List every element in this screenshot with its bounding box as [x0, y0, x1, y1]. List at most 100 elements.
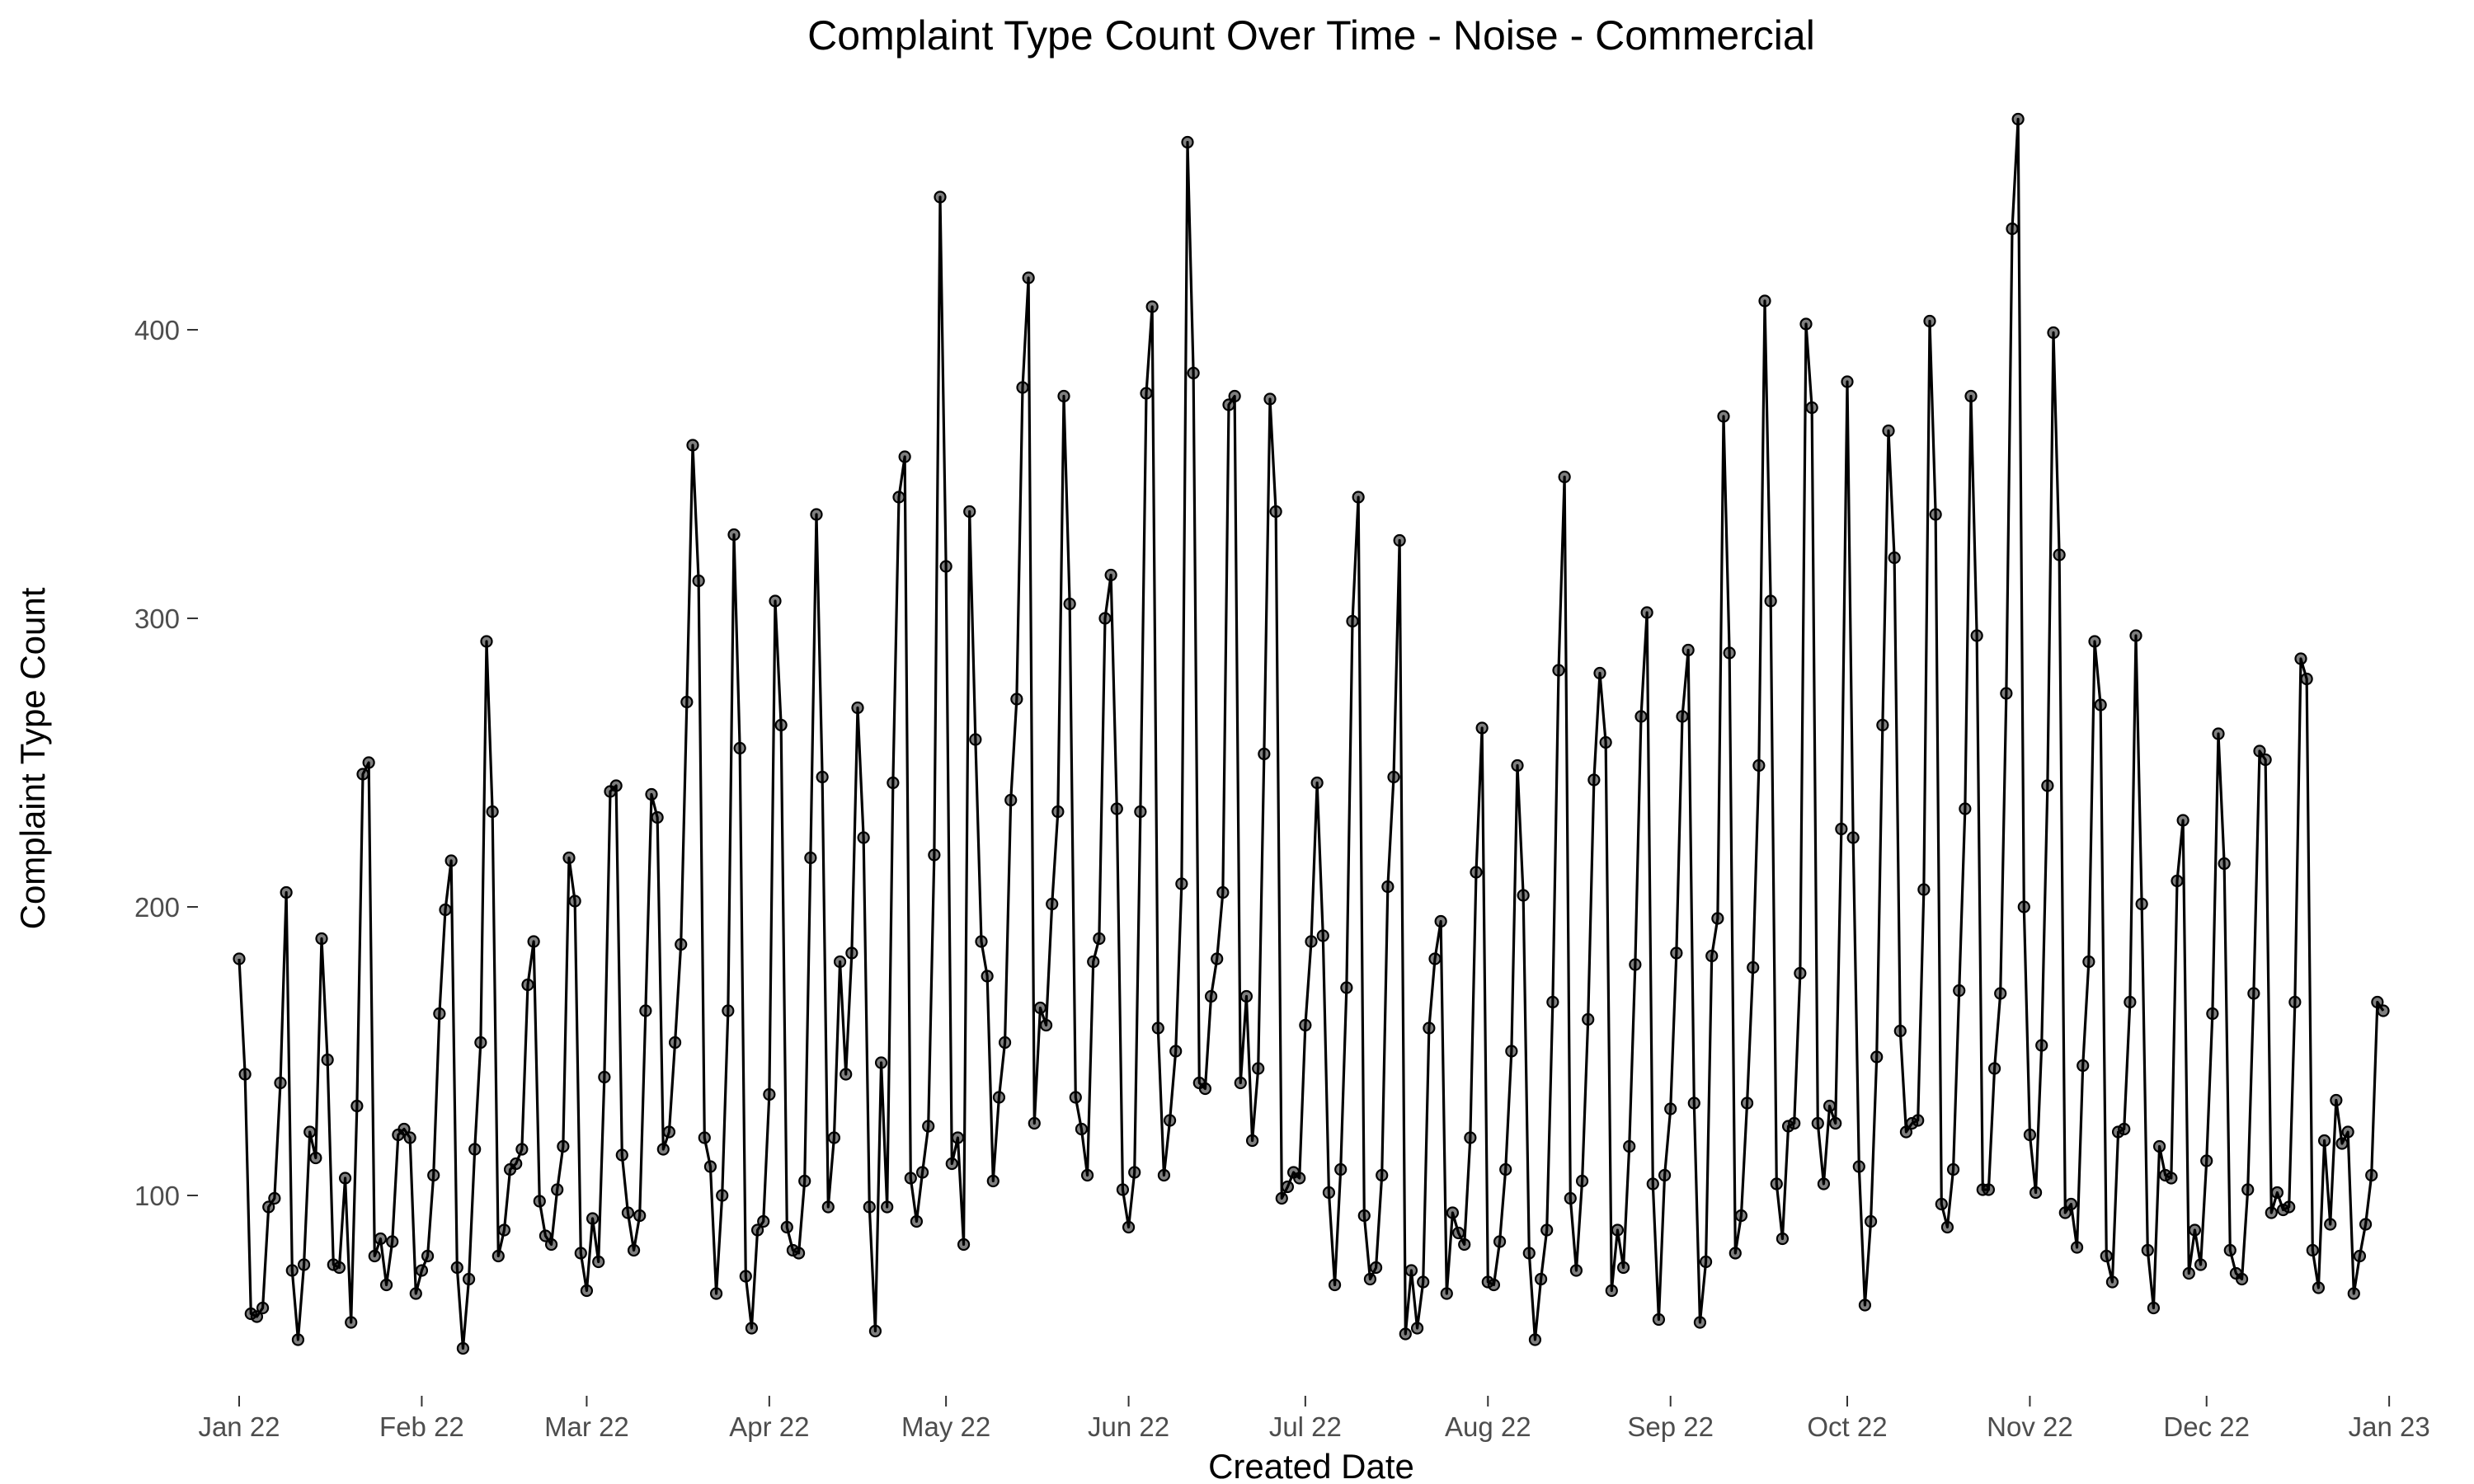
data-point — [1681, 643, 1695, 657]
data-point — [1087, 955, 1100, 969]
data-point — [1281, 1180, 1295, 1194]
data-point — [1051, 805, 1065, 819]
data-point — [1010, 693, 1023, 706]
data-point — [739, 1270, 752, 1283]
data-point — [986, 1174, 999, 1188]
data-point — [716, 1189, 729, 1202]
data-point — [1310, 776, 1324, 790]
data-point — [1569, 1264, 1583, 1277]
data-point — [2241, 1183, 2255, 1196]
data-point — [1269, 505, 1282, 519]
data-point — [1399, 1327, 1412, 1341]
data-point — [1593, 666, 1606, 680]
data-point — [1646, 1177, 1659, 1190]
data-point — [1852, 1160, 1865, 1173]
data-point — [1263, 392, 1277, 406]
data-point — [1794, 966, 1807, 980]
data-point — [1140, 387, 1153, 400]
data-point — [2135, 897, 2148, 911]
data-point — [562, 851, 576, 865]
data-point — [1417, 1275, 1430, 1289]
data-point — [450, 1261, 463, 1275]
x-tick-label: Dec 22 — [2163, 1411, 2250, 1442]
data-point — [745, 1322, 759, 1335]
data-point — [1858, 1298, 1872, 1312]
data-point — [2124, 995, 2137, 1009]
data-point — [1222, 398, 1235, 411]
x-tick-label: Aug 22 — [1445, 1411, 1531, 1442]
data-point — [928, 848, 941, 862]
data-point — [898, 450, 911, 463]
data-point — [2100, 1249, 2113, 1263]
data-point — [957, 1237, 971, 1252]
data-point — [2029, 1186, 2043, 1200]
data-point — [1075, 1122, 1089, 1136]
data-point — [456, 1341, 470, 1355]
data-point — [1145, 300, 1159, 313]
data-point — [1623, 1139, 1636, 1153]
data-point — [1517, 889, 1530, 902]
data-point — [1788, 1116, 1801, 1130]
data-point — [1734, 1209, 1748, 1223]
data-point — [2294, 652, 2307, 665]
data-point — [374, 1232, 388, 1246]
data-point — [285, 1264, 299, 1277]
data-point — [1575, 1174, 1589, 1188]
data-point — [2288, 995, 2302, 1009]
data-point — [1640, 606, 1653, 619]
data-point — [1747, 960, 1760, 974]
data-point — [1245, 1134, 1259, 1148]
data-point — [497, 1223, 511, 1237]
data-point — [1387, 770, 1400, 784]
data-point — [1935, 1197, 1948, 1211]
data-point — [1605, 1284, 1618, 1298]
data-point — [1110, 802, 1123, 815]
data-point — [309, 1151, 322, 1165]
data-point — [2306, 1243, 2319, 1257]
data-point — [1711, 912, 1724, 925]
data-point — [1128, 1166, 1141, 1179]
data-point — [262, 1200, 275, 1214]
data-point — [845, 946, 858, 960]
data-point — [1458, 1237, 1471, 1252]
data-point — [1080, 1168, 1094, 1182]
data-point — [544, 1237, 558, 1252]
data-point — [810, 508, 823, 521]
x-tick-label: Sep 22 — [1627, 1411, 1714, 1442]
data-point — [2064, 1197, 2078, 1211]
data-point — [1616, 1261, 1630, 1275]
data-point — [238, 1068, 252, 1081]
x-tick-label: Jan 22 — [198, 1411, 280, 1442]
data-point — [1033, 1001, 1047, 1015]
data-point — [675, 937, 688, 951]
data-point — [1275, 1191, 1288, 1205]
data-point — [2194, 1258, 2208, 1271]
data-point — [1175, 877, 1188, 890]
data-point — [274, 1076, 287, 1090]
data-point — [1522, 1247, 1536, 1260]
data-point — [1546, 995, 1559, 1009]
data-point — [1440, 1287, 1453, 1300]
data-point — [1723, 646, 1736, 660]
data-point — [1334, 1162, 1348, 1176]
data-point — [1322, 1186, 1336, 1200]
data-point — [1587, 773, 1601, 787]
data-point — [2283, 1200, 2296, 1214]
data-point — [1705, 949, 1719, 963]
data-point — [2247, 987, 2260, 1000]
data-point — [1687, 1097, 1700, 1110]
chart-title: Complaint Type Count Over Time - Noise -… — [807, 12, 1815, 59]
data-point — [774, 718, 788, 732]
data-point — [1410, 1322, 1424, 1335]
data-point — [510, 1157, 523, 1171]
y-tick-label: 300 — [134, 603, 180, 634]
data-point — [1198, 1082, 1212, 1096]
data-point — [2035, 1039, 2048, 1052]
data-point — [1258, 747, 1271, 761]
data-point — [1470, 866, 1483, 879]
data-point — [1499, 1162, 1512, 1176]
y-axis-label: Complaint Type Count — [13, 587, 52, 929]
data-point — [821, 1200, 835, 1214]
data-point — [750, 1223, 764, 1237]
data-point — [397, 1122, 411, 1136]
